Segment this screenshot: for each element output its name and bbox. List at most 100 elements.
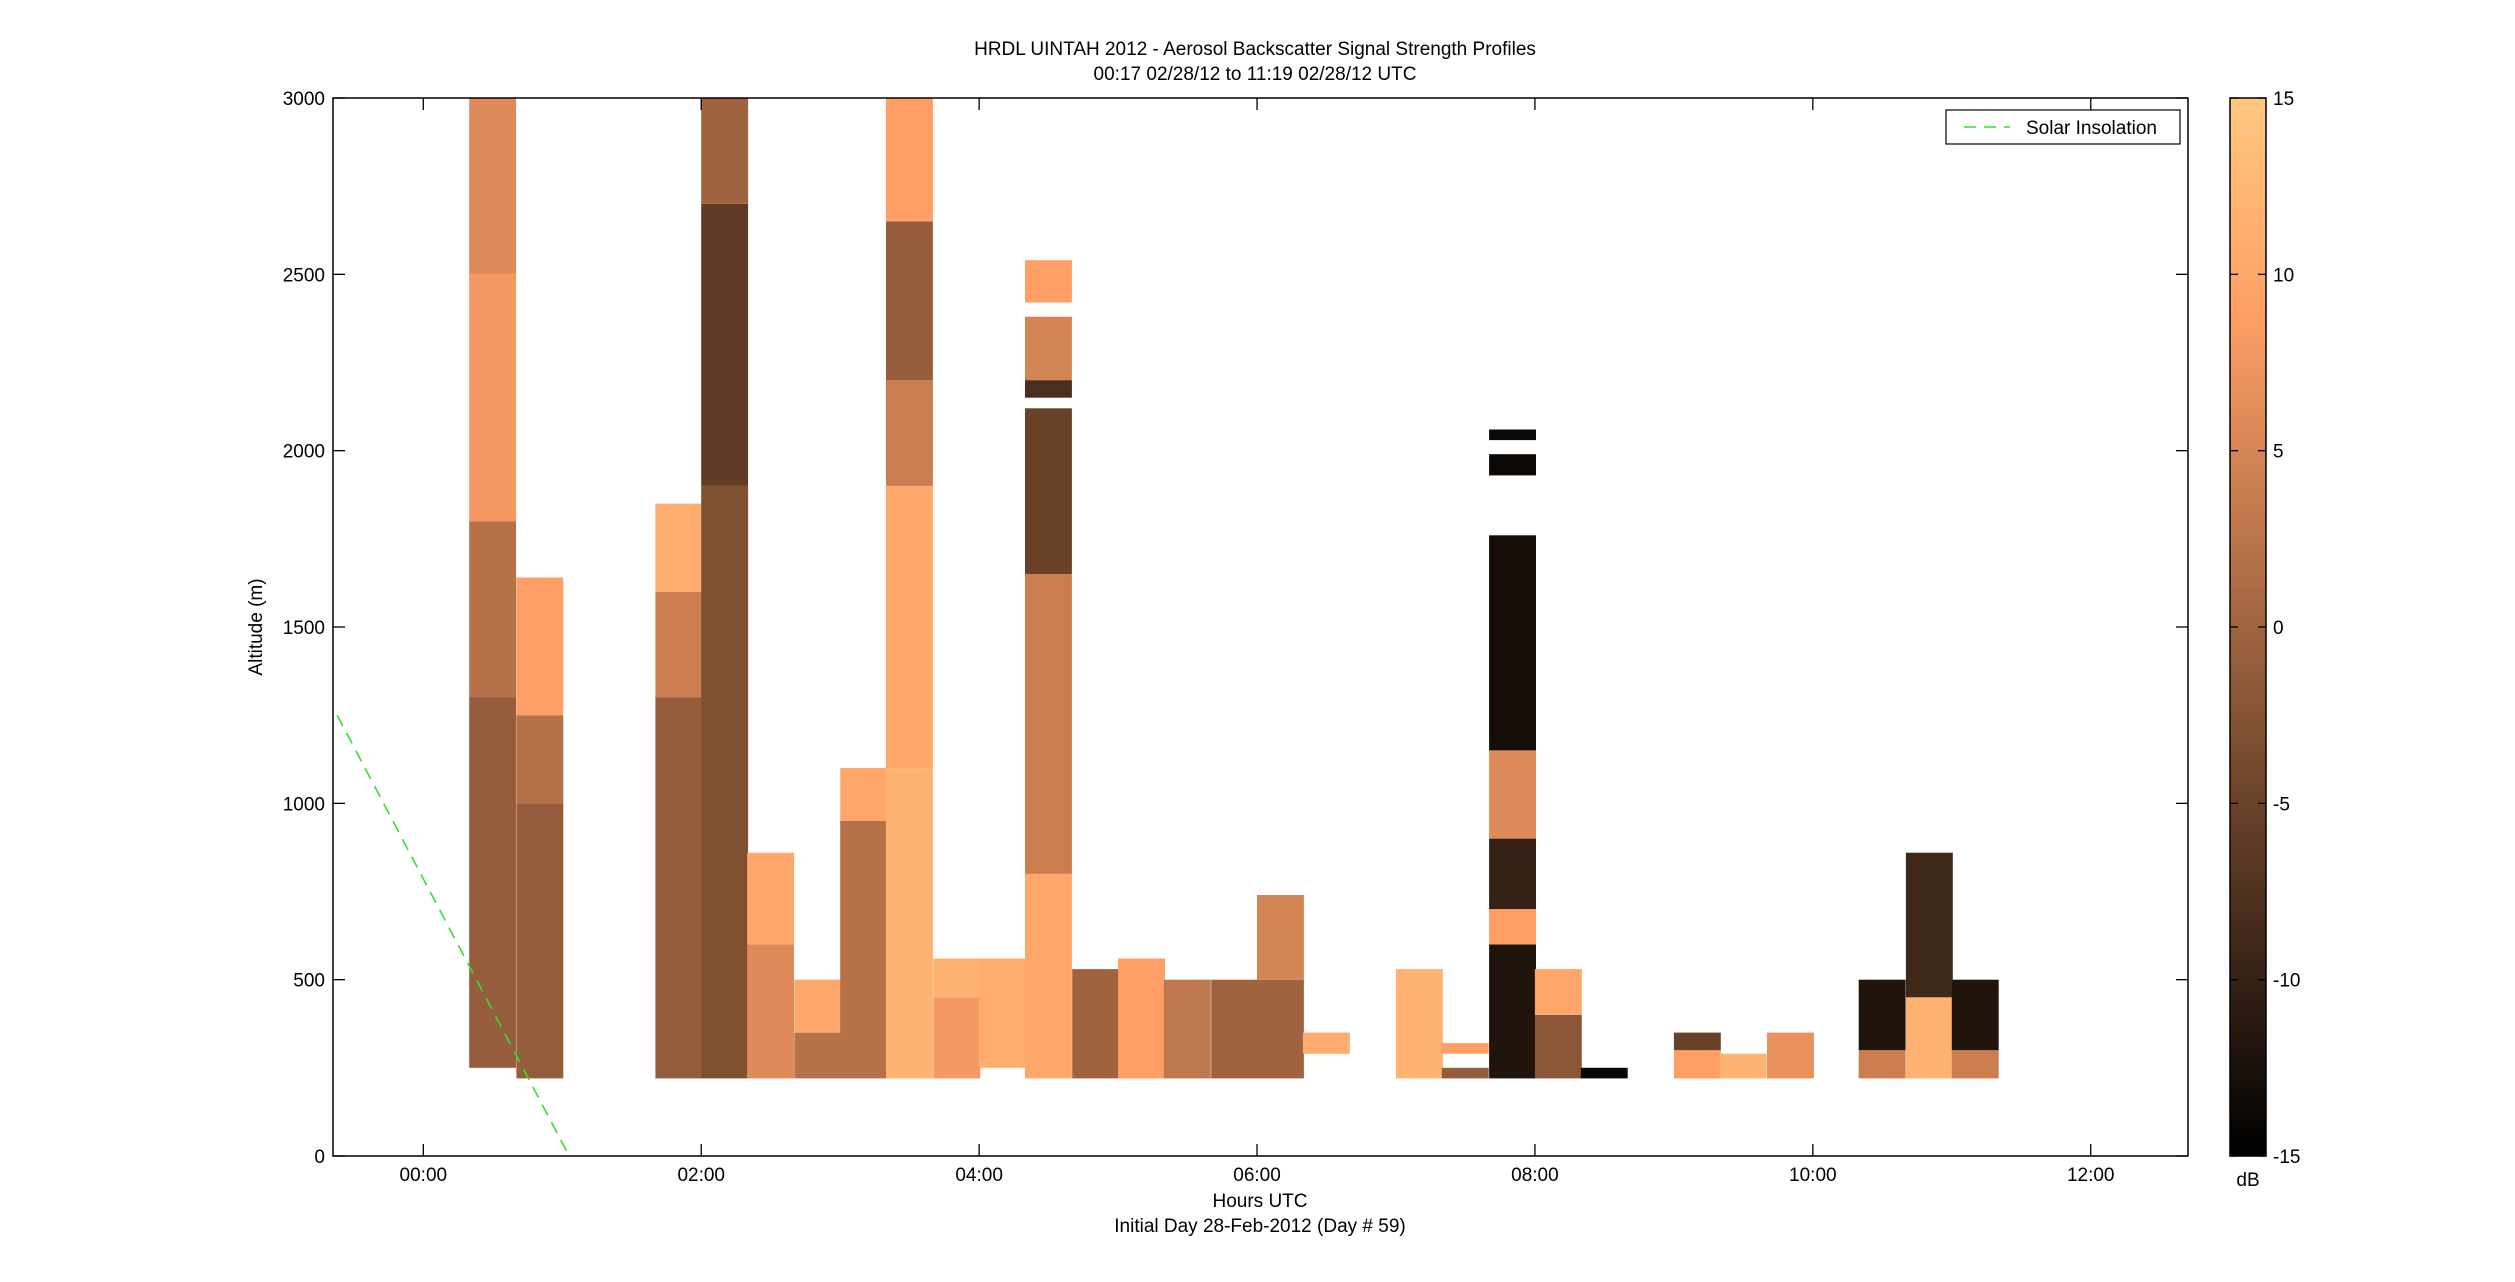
profiles-layer — [469, 98, 1999, 1079]
legend: Solar Insolation — [1945, 109, 2181, 145]
y-tick-label-5: 2500 — [283, 265, 325, 286]
colorbar-ticks: 15 10 5 0 -5 -10 -15 — [2230, 89, 2300, 1168]
x-tick-label-5: 10:00 — [1789, 1165, 1837, 1186]
profile-25-segment-1 — [1858, 979, 1906, 1051]
profile-19-segment-1 — [1489, 909, 1536, 945]
profile-13-segment-0 — [1163, 979, 1211, 1079]
profile-16-segment-0 — [1302, 1032, 1350, 1054]
y-tick-label-1: 500 — [293, 971, 325, 992]
profile-27-segment-1 — [1951, 979, 1999, 1051]
x-axis-label: Hours UTC — [1212, 1191, 1307, 1212]
profile-20-segment-0 — [1534, 1014, 1582, 1079]
profile-10-segment-2 — [1025, 408, 1072, 575]
x-tick-label-3: 06:00 — [1233, 1165, 1281, 1186]
y-tick-label-2: 1000 — [283, 794, 325, 815]
colorbar-tick-label-3: 0 — [2273, 618, 2284, 639]
colorbar-tick-label-4: -5 — [2273, 794, 2290, 815]
y-tick-label-6: 3000 — [283, 89, 325, 110]
profile-8-segment-0 — [933, 997, 981, 1079]
x-axis-sublabel: Initial Day 28-Feb-2012 (Day # 59) — [1114, 1216, 1405, 1237]
profile-1-segment-1 — [516, 715, 564, 804]
chart-subtitle: 00:17 02/28/12 to 11:19 02/28/12 UTC — [1094, 64, 1417, 85]
profile-5-segment-1 — [794, 979, 842, 1033]
profile-19-segment-2 — [1489, 838, 1536, 910]
profile-1-segment-2 — [516, 577, 564, 716]
solar-insolation-line — [336, 714, 570, 1157]
profile-19-segment-5 — [1489, 454, 1536, 476]
profile-9-segment-0 — [979, 958, 1026, 1068]
x-axis-ticks: 00:00 02:00 04:00 06:00 08:00 10:00 12:00 — [400, 98, 2115, 1186]
x-tick-label-2: 04:00 — [955, 1165, 1003, 1186]
profile-10-segment-5 — [1025, 260, 1072, 303]
profile-19-segment-3 — [1489, 750, 1536, 839]
profile-18-segment-1 — [1441, 1043, 1489, 1054]
profile-24-segment-0 — [1767, 1032, 1814, 1079]
profile-27-segment-0 — [1951, 1050, 1999, 1079]
profile-19-segment-0 — [1489, 944, 1536, 1079]
plot-area: 00:00 02:00 04:00 06:00 08:00 10:00 12:00 0 500… — [283, 89, 2189, 1186]
profile-19-segment-4 — [1489, 535, 1536, 751]
profile-7-segment-4 — [886, 98, 933, 222]
y-axis-label: Altitude (m) — [246, 578, 267, 675]
profile-2-segment-2 — [655, 503, 703, 592]
x-tick-label-0: 00:00 — [400, 1165, 448, 1186]
y-axis-ticks: 0 500 1000 1500 2000 2500 3000 — [283, 89, 2188, 1168]
profile-19-segment-6 — [1489, 429, 1536, 441]
profile-0-segment-2 — [469, 274, 517, 522]
profile-6-segment-1 — [840, 768, 888, 821]
profile-7-segment-3 — [886, 221, 933, 381]
profile-25-segment-0 — [1858, 1050, 1906, 1079]
profile-2-segment-0 — [655, 697, 703, 1079]
colorbar-tick-label-2: 5 — [2273, 442, 2284, 463]
profile-18-segment-0 — [1441, 1067, 1489, 1079]
profile-7-segment-2 — [886, 380, 933, 486]
profile-14-segment-0 — [1211, 979, 1259, 1079]
x-tick-label-6: 12:00 — [2067, 1165, 2115, 1186]
profile-6-segment-0 — [840, 821, 888, 1079]
profile-0-segment-0 — [469, 697, 517, 1068]
colorbar-tick-label-1: 10 — [2273, 265, 2294, 286]
profile-3-segment-1 — [701, 203, 749, 486]
colorbar-unit: dB — [2236, 1170, 2259, 1191]
profile-26-segment-1 — [1905, 852, 1953, 998]
profile-10-segment-3 — [1025, 380, 1072, 398]
profile-10-segment-0 — [1025, 873, 1072, 1079]
profile-4-segment-0 — [747, 944, 794, 1079]
y-tick-label-3: 1500 — [283, 618, 325, 639]
profile-8-segment-1 — [933, 958, 981, 998]
profile-2-segment-1 — [655, 591, 703, 698]
profile-0-segment-1 — [469, 521, 517, 698]
legend-label-solar-insolation: Solar Insolation — [2026, 118, 2157, 139]
profile-22-segment-0 — [1673, 1050, 1721, 1079]
profile-0-segment-3 — [469, 98, 517, 275]
profile-17-segment-0 — [1396, 969, 1443, 1079]
x-tick-label-1: 02:00 — [677, 1165, 725, 1186]
profile-10-segment-1 — [1025, 574, 1072, 874]
profile-21-segment-0 — [1580, 1067, 1628, 1079]
profile-3-segment-2 — [701, 98, 749, 204]
colorbar-tick-label-6: -15 — [2273, 1147, 2300, 1168]
profile-5-segment-0 — [794, 1032, 842, 1079]
profile-12-segment-0 — [1118, 958, 1165, 1079]
profile-7-segment-1 — [886, 485, 933, 768]
profile-26-segment-0 — [1905, 997, 1953, 1079]
profile-22-segment-1 — [1673, 1032, 1721, 1051]
y-tick-label-0: 0 — [314, 1147, 325, 1168]
profile-11-segment-0 — [1072, 969, 1120, 1079]
profile-1-segment-0 — [516, 803, 564, 1079]
chart-title: HRDL UINTAH 2012 - Aerosol Backscatter S… — [974, 39, 1536, 60]
y-tick-label-4: 2000 — [283, 442, 325, 463]
colorbar-tick-label-5: -10 — [2273, 971, 2300, 992]
x-tick-label-4: 08:00 — [1511, 1165, 1559, 1186]
profile-7-segment-0 — [886, 768, 933, 1079]
profile-10-segment-4 — [1025, 316, 1072, 381]
profile-15-segment-1 — [1257, 895, 1304, 980]
profile-4-segment-1 — [747, 852, 794, 945]
profile-3-segment-0 — [701, 485, 749, 1079]
colorbar: 15 10 5 0 -5 -10 -15 dB — [2229, 89, 2300, 1191]
profile-23-segment-0 — [1719, 1053, 1767, 1079]
profile-15-segment-0 — [1257, 979, 1304, 1079]
colorbar-tick-label-0: 15 — [2273, 89, 2294, 110]
profile-20-segment-1 — [1534, 969, 1582, 1015]
